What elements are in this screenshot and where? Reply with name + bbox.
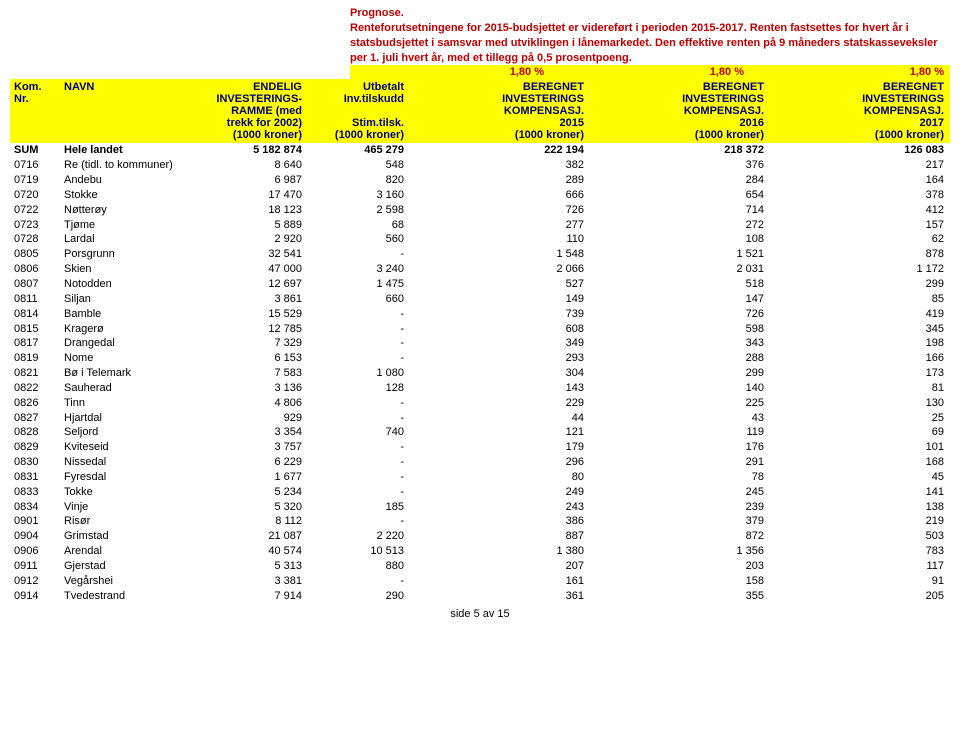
table-row: 0716Re (tidl. to kommuner)8 640548382376… [10, 158, 950, 173]
table-row: 0807Notodden12 6971 475527518299 [10, 277, 950, 292]
table-row: 0829Kviteseid3 757-179176101 [10, 440, 950, 455]
table-body: 0716Re (tidl. to kommuner)8 640548382376… [10, 158, 950, 603]
table-row: 0827Hjartdal929-444325 [10, 411, 950, 426]
percent-row: 1,80 % 1,80 % 1,80 % [350, 65, 950, 79]
hdr-2015: BEREGNETINVESTERINGSKOMPENSASJ.2015(1000… [410, 79, 590, 143]
table-row: 0815Kragerø12 785-608598345 [10, 322, 950, 337]
hdr-2016: BEREGNETINVESTERINGSKOMPENSASJ.2016(1000… [590, 79, 770, 143]
hdr-kom-nr: Kom.Nr. [10, 79, 60, 143]
prognose-block: Prognose. Renteforutsetningene for 2015-… [350, 6, 950, 65]
hdr-navn: NAVN [60, 79, 186, 143]
table-row: 0904Grimstad21 0872 220887872503 [10, 529, 950, 544]
page-footer: side 5 av 15 [10, 604, 950, 620]
table-row: 0728Lardal2 92056011010862 [10, 232, 950, 247]
table-row: 0817Drangedal7 329-349343198 [10, 336, 950, 351]
hdr-2017: BEREGNETINVESTERINGSKOMPENSASJ.2017(1000… [770, 79, 950, 143]
table-row: 0819Nome6 153-293288166 [10, 351, 950, 366]
table-row: 0834Vinje5 320185243239138 [10, 500, 950, 515]
hdr-utbetalt: UtbetaltInv.tilskuddStim.tilsk.(1000 kro… [308, 79, 410, 143]
table-row: 0912Vegårshei3 381-16115891 [10, 574, 950, 589]
table-row: 0811Siljan3 86166014914785 [10, 292, 950, 307]
table-row: 0821Bø i Telemark7 5831 080304299173 [10, 366, 950, 381]
prognose-title: Prognose. [350, 7, 404, 19]
table-row: 0826Tinn4 806-229225130 [10, 396, 950, 411]
pct-2017: 1,80 % [750, 65, 950, 79]
table-row: 0814Bamble15 529-739726419 [10, 307, 950, 322]
table-row: 0911Gjerstad5 313880207203117 [10, 559, 950, 574]
table-row: 0914Tvedestrand7 914290361355205 [10, 589, 950, 604]
pct-2015: 1,80 % [350, 65, 550, 79]
table-row: 0831Fyresdal1 677-807845 [10, 470, 950, 485]
table-row: 0805Porsgrunn32 541-1 5481 521878 [10, 247, 950, 262]
table-row: 0806Skien47 0003 2402 0662 0311 172 [10, 262, 950, 277]
table-row: 0828Seljord3 35474012111969 [10, 425, 950, 440]
hdr-endelig: ENDELIGINVESTERINGS-RAMME (medtrekk for … [186, 79, 308, 143]
prognose-text: Renteforutsetningene for 2015-budsjettet… [350, 22, 938, 64]
table-row: 0719Andebu6 987820289284164 [10, 173, 950, 188]
table-row: 0906Arendal40 57410 5131 3801 356783 [10, 544, 950, 559]
top-header: Prognose. Renteforutsetningene for 2015-… [10, 6, 950, 79]
table-row: 0833Tokke5 234-249245141 [10, 485, 950, 500]
table-row: 0830Nissedal6 229-296291168 [10, 455, 950, 470]
table-row: 0723Tjøme5 88968277272157 [10, 218, 950, 233]
table-row: 0822Sauherad3 13612814314081 [10, 381, 950, 396]
sum-row: SUM Hele landet 5 182 874 465 279 222 19… [10, 143, 950, 158]
pct-2016: 1,80 % [550, 65, 750, 79]
table-row: 0722Nøtterøy18 1232 598726714412 [10, 203, 950, 218]
table-row: 0720Stokke17 4703 160666654378 [10, 188, 950, 203]
table-row: 0901Risør8 112-386379219 [10, 514, 950, 529]
table-header: Kom.Nr. NAVN ENDELIGINVESTERINGS-RAMME (… [10, 79, 950, 143]
